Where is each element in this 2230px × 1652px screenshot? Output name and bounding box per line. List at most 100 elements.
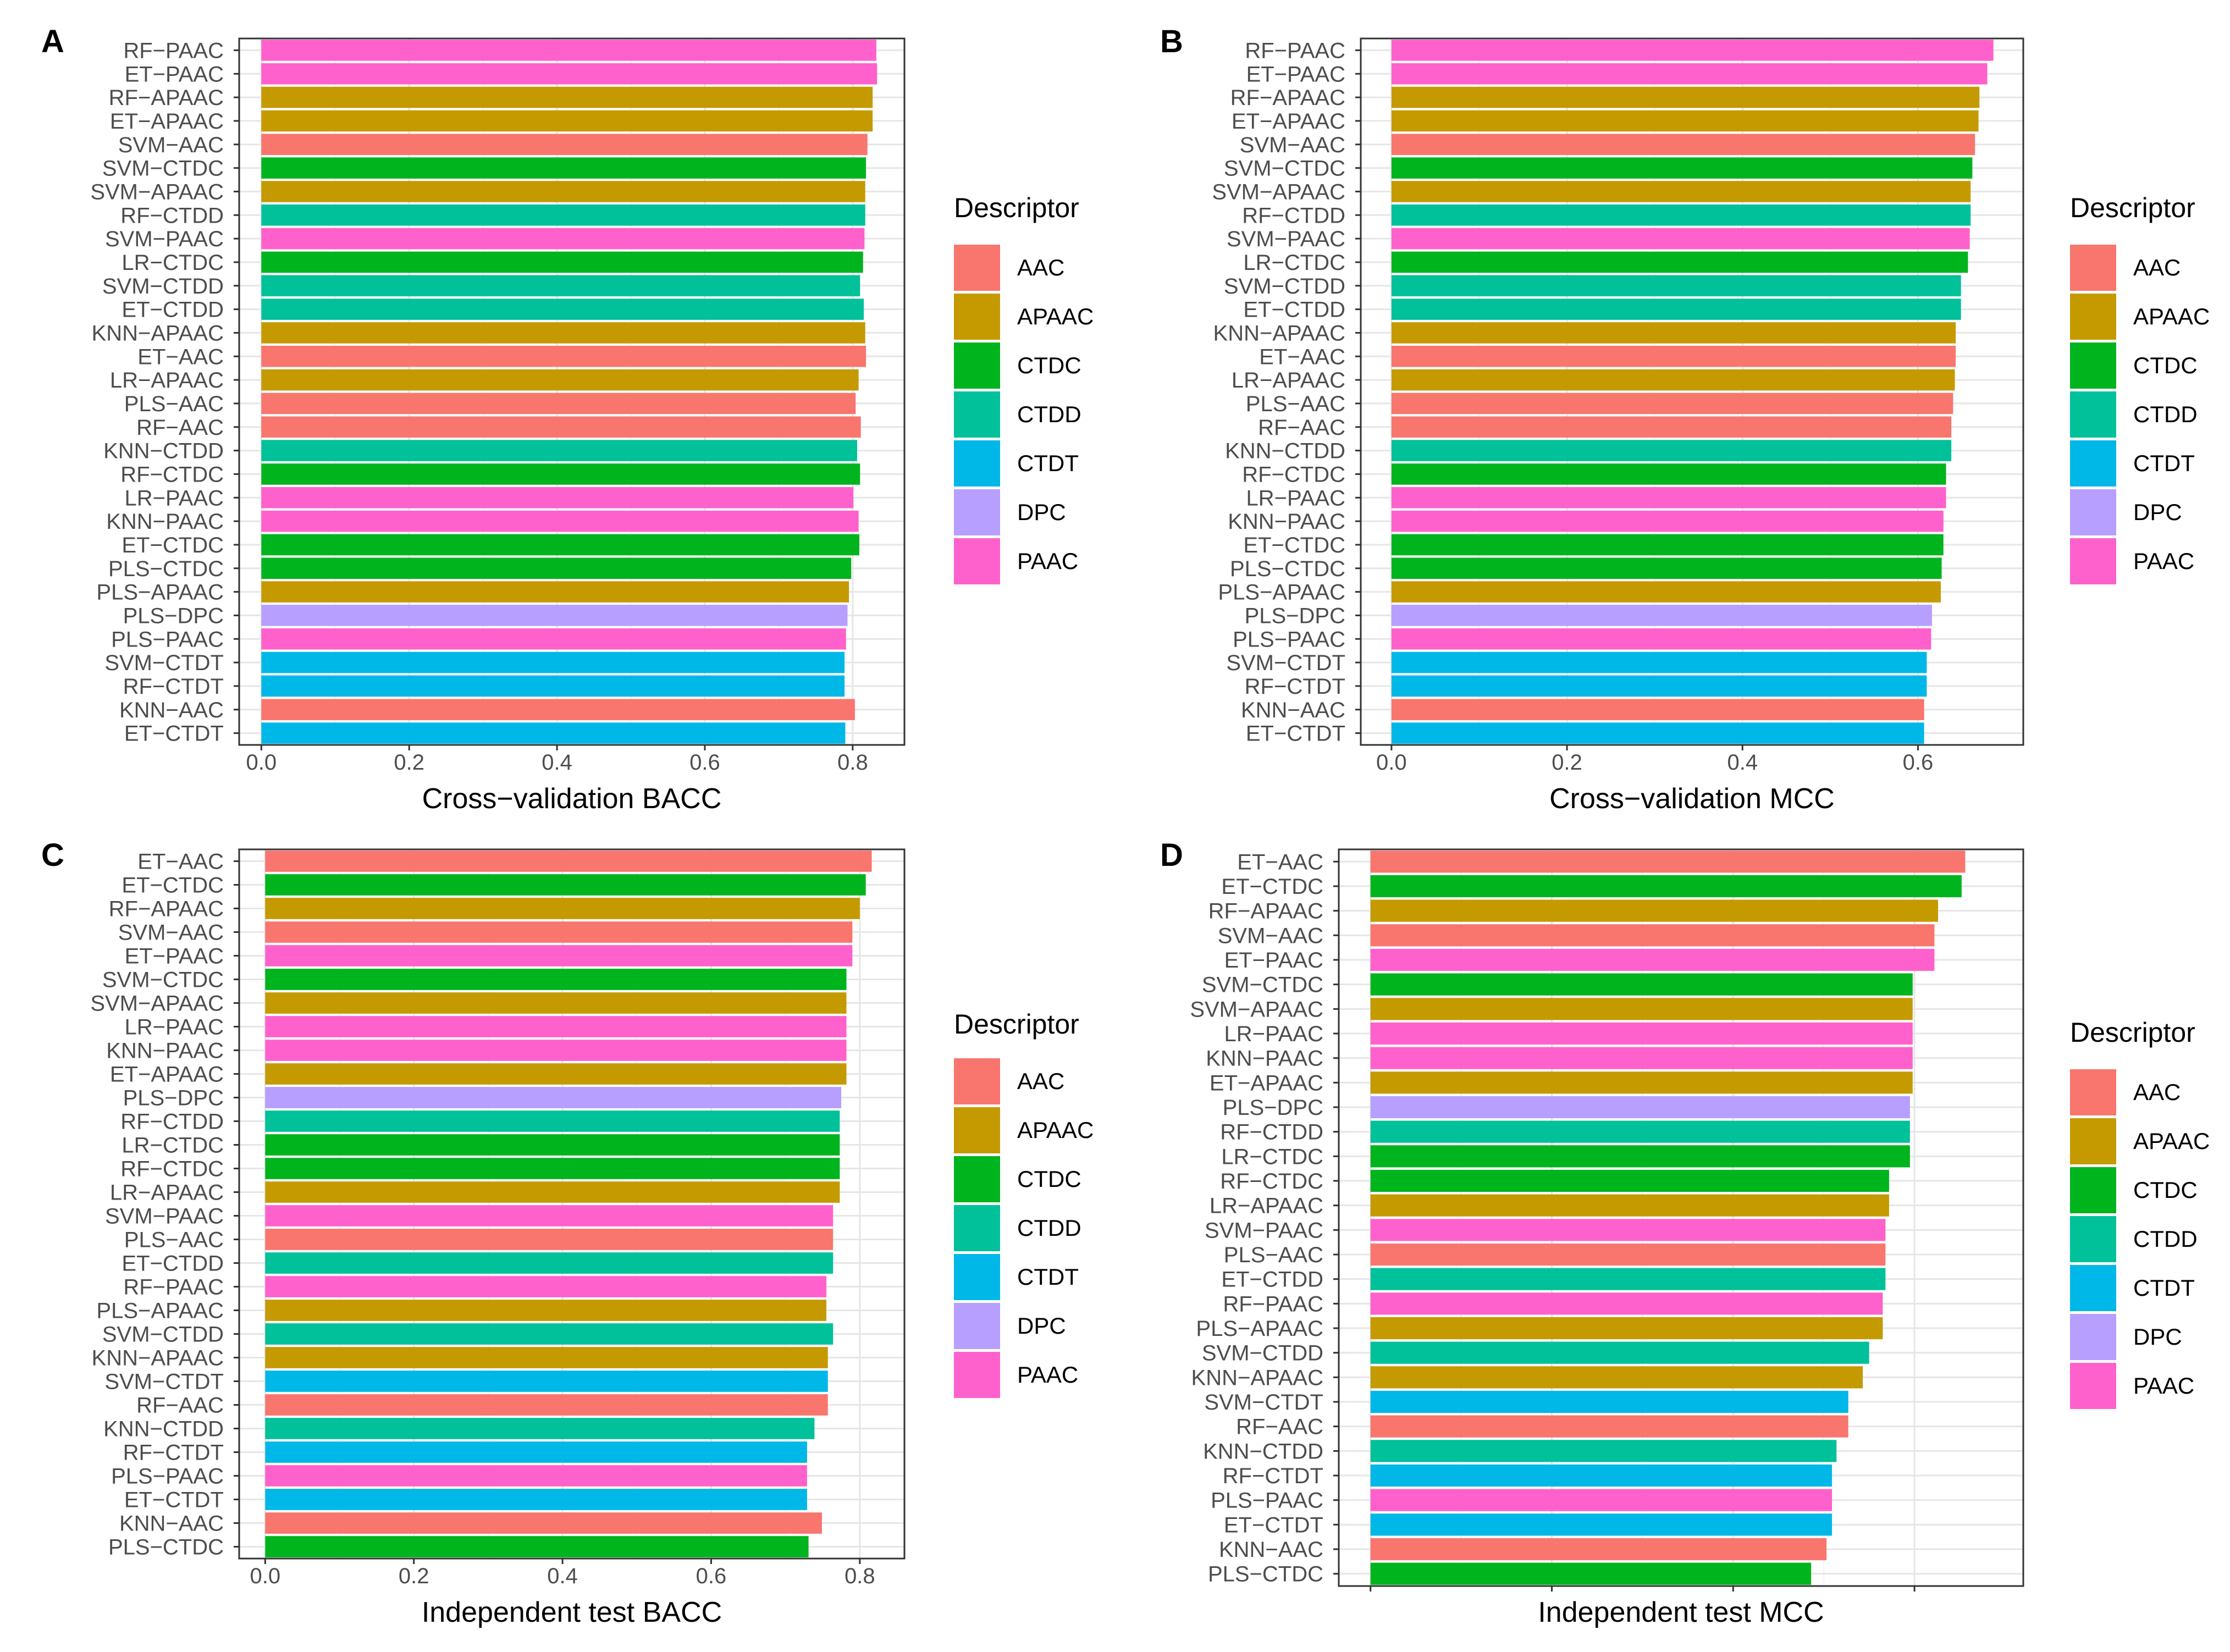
y-tick-label: LR−APAAC [1210,1194,1323,1218]
y-tick-label: PLS−AAC [124,392,224,416]
bar [1391,675,1927,697]
bar [261,110,873,132]
bar [265,1512,822,1534]
legend-label: PAAC [1017,1362,1078,1388]
y-tick-label: RF−PAAC [1223,1292,1323,1316]
bar [1370,1489,1832,1511]
bar [1370,1415,1848,1438]
bar [261,722,846,744]
y-tick-label: SVM−CTDC [1224,157,1345,181]
legend-key [954,245,1000,291]
bar [261,675,845,697]
y-tick-label: SVM−AAC [118,921,224,945]
y-tick-label: PLS−APAAC [1196,1317,1323,1341]
y-tick-label: PLS−DPC [1223,1096,1323,1120]
y-tick-label: PLS−CTDC [108,557,224,581]
bar [1391,110,1979,132]
bar [265,1347,828,1368]
bar [1391,275,1961,297]
legend-label: DPC [2133,1324,2182,1350]
y-tick-label: ET−PAAC [125,62,224,86]
y-tick-label: SVM−APAAC [1190,997,1323,1021]
legend-label: CTDC [1017,352,1081,378]
y-tick-label: KNN−CTDD [1225,439,1345,463]
legend-key [2070,245,2116,291]
y-tick-label: RF−APAAC [109,897,224,921]
bar [1370,1169,1889,1192]
bar [261,181,865,202]
bar [261,463,860,485]
y-tick-label: RF−AAC [1236,1415,1323,1439]
bar [261,510,859,532]
legend-key [954,1303,1000,1349]
y-tick-label: LR−APAAC [110,1181,224,1205]
y-tick-label: ET−CTDD [1243,298,1345,322]
y-tick-label: ET−CTDT [1246,722,1345,746]
y-tick-label: RF−AAC [1258,416,1345,440]
y-tick-label: SVM−APAAC [90,180,224,204]
bar [261,393,856,415]
plot-border [1338,848,2024,1587]
y-tick-label: ET−PAAC [125,944,224,969]
bar [1370,1268,1886,1290]
y-tick-label: ET−AAC [1237,850,1323,874]
panel-label: D [1160,837,1183,873]
bar [1391,86,1980,108]
bar [1391,40,1994,61]
y-tick-label: KNN−PAAC [106,510,224,534]
x-tick-label: 0.2 [1552,750,1582,775]
bar [1391,204,1971,226]
y-tick-label: RF−PAAC [123,1275,224,1300]
bar [1391,345,1956,367]
y-tick-label: PLS−DPC [123,1086,224,1110]
y-tick-label: ET−AAC [1259,345,1345,369]
legend-label: DPC [1017,499,1066,525]
y-tick-label: KNN−CTDD [103,439,224,463]
bar [265,1536,809,1557]
x-tick-label: 0.4 [542,750,572,775]
legend-title: Descriptor [2070,1017,2195,1048]
y-tick-label: SVM−CTDC [102,157,224,181]
legend-key [2070,440,2116,487]
bar [265,969,847,990]
y-tick-label: KNN−APAAC [1213,321,1345,345]
y-tick-label: KNN−PAAC [1228,510,1345,534]
bar [1391,510,1944,532]
legend-label: AAC [2133,1079,2181,1105]
legend-key [954,342,1000,389]
panel-label: A [41,24,64,59]
bar [265,1205,834,1226]
y-tick-label: LR−CTDC [122,251,224,275]
y-tick-label: PLS−AAC [1246,392,1345,416]
bar [261,345,866,367]
y-tick-label: PLS−PAAC [1233,627,1345,651]
bar [265,1110,840,1132]
y-tick-label: RF−CTDD [1242,203,1345,228]
y-tick-label: SVM−PAAC [105,1205,224,1229]
x-tick-label: 0.6 [689,750,720,775]
y-tick-label: RF−APAAC [1230,86,1345,110]
y-tick-label: ET−AAC [137,850,224,874]
y-tick-label: SVM−CTDT [1226,651,1345,675]
y-tick-label: LR−APAAC [1232,368,1345,393]
bar [1391,463,1946,485]
bar [1391,228,1970,250]
bar [261,251,863,273]
bar [265,1229,834,1250]
bar [261,86,873,108]
bar [1370,1120,1910,1143]
y-tick-label: SVM−CTDD [1224,274,1345,299]
y-tick-label: LR−PAAC [1246,486,1345,510]
legend-key [2070,1363,2116,1409]
bar [265,1063,847,1085]
y-tick-label: KNN−CTDD [1203,1439,1323,1463]
x-tick-label: 0.0 [246,750,277,775]
bar [265,1300,827,1321]
panel-label: C [41,837,64,873]
bar [261,275,860,297]
bar [1370,973,1913,996]
bar [265,1323,834,1345]
legend-label: CTDD [2133,1226,2198,1252]
legend-key [954,294,1000,340]
plot-border [238,848,906,1560]
